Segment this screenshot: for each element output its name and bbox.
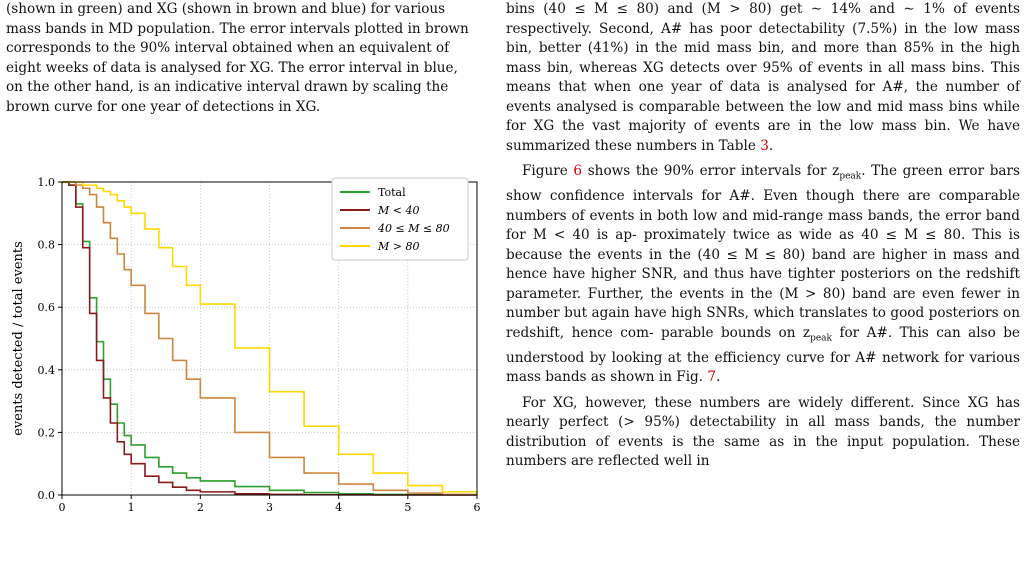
x-tick-label: 2	[197, 501, 204, 514]
x-tick-label: 6	[474, 501, 481, 514]
table-ref-link[interactable]: 3	[760, 137, 769, 154]
paragraph-xg-numbers: For XG, however, these numbers are widel…	[506, 394, 1020, 470]
legend-label: 40 ≤ M ≤ 80	[377, 222, 450, 235]
x-tick-label: 3	[266, 501, 273, 514]
right-text-column: bins (40 ≤ M ≤ 80) and (M > 80) get ∼ 14…	[506, 0, 1020, 472]
left-text-column: (shown in green) and XG (shown in brown …	[6, 0, 496, 117]
paragraph-error-intervals: Figure 6 shows the 90% error intervals f…	[506, 163, 1021, 386]
left-text-line: brown curve for one year of detections i…	[6, 98, 321, 115]
figure-7-ref-link[interactable]: 7	[707, 369, 717, 386]
x-tick-label: 5	[404, 501, 411, 514]
y-tick-label: 0.2	[38, 426, 56, 439]
efficiency-chart: 0 1 2 3 4 5 6 0.0 0.2 0.4 0.6 0.8 1.0 Total M < 40 40 …	[11, 176, 481, 535]
left-text-line: corresponds to the 90% interval obtained…	[6, 40, 450, 56]
x-tick-label: 4	[335, 501, 342, 514]
x-tick-label: 0	[59, 501, 66, 514]
series-line	[62, 181, 478, 496]
x-tick-label: 1	[128, 501, 135, 514]
left-text-line: mass bands in MD population. The error i…	[6, 20, 469, 37]
legend-label: M < 40	[377, 204, 419, 217]
legend-box	[331, 177, 469, 261]
y-axis-label: events detected / total events	[11, 241, 26, 436]
efficiency-figure: 0 1 2 3 4 5 6 0.0 0.2 0.4 0.6 0.8 1.0 Total M < 40 40 …	[0, 160, 500, 535]
series-line	[62, 181, 478, 495]
figure-6-ref-link[interactable]: 6	[573, 163, 583, 179]
paragraph-detectability: bins (40 ≤ M ≤ 80) and (M > 80) get ∼ 14…	[506, 1, 1020, 154]
left-text-line: (shown in green) and XG (shown in brown …	[6, 1, 446, 17]
legend-label: Total	[378, 186, 406, 199]
left-text-line: eight weeks of data is analysed for XG. …	[6, 59, 458, 76]
y-tick-label: 0.8	[38, 239, 56, 252]
left-text-line: on the other hand, is an indicative inte…	[6, 79, 449, 95]
y-tick-label: 0.6	[38, 301, 56, 314]
y-tick-label: 0.4	[38, 364, 56, 377]
legend-label: M > 80	[377, 240, 419, 253]
y-tick-label: 0.0	[38, 489, 56, 502]
y-tick-label: 1.0	[38, 176, 56, 189]
